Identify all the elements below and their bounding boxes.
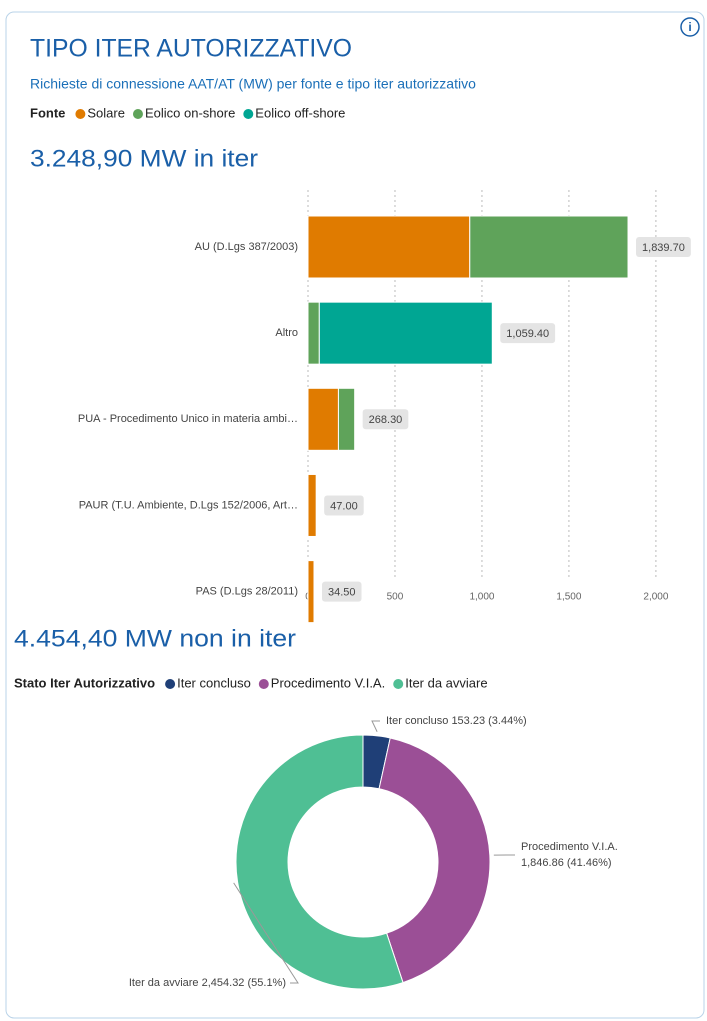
y-tick-label: AU (D.Lgs 387/2003) (195, 241, 298, 253)
y-tick-label: PUA - Procedimento Unico in materia ambi… (78, 413, 298, 425)
legend-swatch (243, 109, 254, 119)
total-label-bg (324, 495, 364, 516)
slice-label: Iter da avviare 2,454.32 (55.1%) (129, 977, 286, 989)
info-circle (680, 17, 700, 37)
x-tick-label: 1,500 (556, 592, 581, 603)
slice-label: Iter concluso 153.23 (3.44%) (386, 715, 527, 727)
total-label: 1,059.40 (506, 328, 549, 340)
slice-value: 1,846.86 (41.46%) (521, 857, 612, 869)
legend-swatch (132, 109, 143, 119)
bar-segment (307, 473, 317, 537)
legend-swatch (165, 679, 176, 689)
subtitle: Richieste di connessione AAT/AT (MW) per… (30, 76, 476, 92)
legend-label: Procedimento V.I.A. (271, 675, 385, 690)
x-tick-label: 2,000 (643, 592, 668, 603)
slice-category: Iter da avviare (129, 977, 199, 989)
leader-line (371, 720, 380, 732)
slice-label: Procedimento V.I.A. 1,846.86 (41.46%) (521, 841, 618, 869)
total-label: 47.00 (330, 500, 358, 512)
y-tick-label: PAUR (T.U. Ambiente, D.Lgs 152/2006, Art… (79, 499, 298, 511)
donut-slice (378, 737, 491, 984)
slice-value: 153.23 (3.44%) (451, 715, 526, 727)
total-label-bg (500, 323, 556, 344)
y-tick-label: PAS (D.Lgs 28/2011) (196, 586, 298, 598)
total-label-bg (322, 581, 362, 602)
headline: 3.248,90 MW in iter (30, 145, 258, 172)
legend-label: Eolico off-shore (255, 105, 345, 120)
bar-segment (307, 387, 339, 451)
legend-title: Stato Iter Autorizzativo (14, 675, 155, 690)
donut-slice (235, 734, 404, 990)
x-tick-label: 500 (387, 592, 404, 603)
total-label: 268.30 (369, 414, 403, 426)
slice-category: Iter concluso (386, 715, 448, 727)
info-glyph: i (688, 20, 691, 34)
bar-segment (318, 301, 493, 365)
total-label: 1,839.70 (642, 242, 685, 254)
bar-segment (307, 560, 315, 624)
legend-swatch (258, 679, 269, 689)
legend-label: Iter concluso (177, 675, 251, 690)
total-label: 34.50 (328, 587, 356, 599)
bar-segment (469, 215, 629, 279)
legend-title: Fonte (30, 105, 65, 120)
slice-value: 2,454.32 (55.1%) (202, 977, 286, 989)
legend-label: Iter da avviare (405, 675, 487, 690)
leader-line (233, 882, 299, 984)
info-icon[interactable]: i (680, 17, 700, 37)
legend-swatch (393, 679, 404, 689)
bar-segment (307, 301, 320, 365)
bar-segment (307, 215, 471, 279)
legend-label: Eolico on-shore (145, 105, 235, 120)
total-label-bg (362, 409, 409, 430)
legend-swatch (75, 109, 86, 119)
headline: 4.454,40 MW non in iter (14, 625, 296, 652)
total-label-bg (636, 237, 691, 257)
bar-segment (337, 387, 356, 451)
title: TIPO ITER AUTORIZZATIVO (30, 35, 352, 63)
x-tick-label: 1,000 (469, 592, 494, 603)
y-tick-label: Altro (275, 327, 298, 339)
slice-category: Procedimento V.I.A. (521, 841, 618, 853)
legend-label: Solare (87, 105, 125, 120)
